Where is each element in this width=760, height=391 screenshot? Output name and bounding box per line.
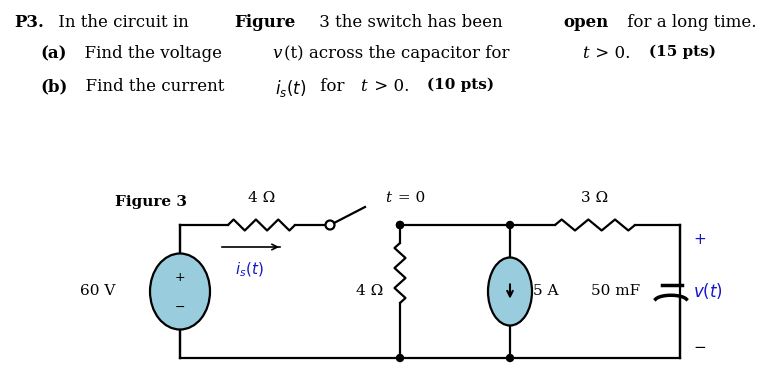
Text: t: t <box>360 78 366 95</box>
Text: (15 pts): (15 pts) <box>649 45 716 59</box>
Circle shape <box>397 221 404 228</box>
Text: (t) across the capacitor for: (t) across the capacitor for <box>284 45 515 62</box>
Text: open: open <box>564 14 609 31</box>
Text: 60 V: 60 V <box>80 284 115 298</box>
Ellipse shape <box>488 258 532 325</box>
Text: 4 Ω: 4 Ω <box>356 284 383 298</box>
Text: −: − <box>693 341 706 355</box>
Text: > 0.: > 0. <box>369 78 414 95</box>
Text: 3 Ω: 3 Ω <box>581 191 609 205</box>
Text: $i_s(t)$: $i_s(t)$ <box>275 78 306 99</box>
Text: (a): (a) <box>40 45 67 62</box>
Circle shape <box>325 221 334 230</box>
Circle shape <box>397 221 404 228</box>
Text: t: t <box>581 45 588 62</box>
Text: (b): (b) <box>40 78 68 95</box>
Text: 3 the switch has been: 3 the switch has been <box>314 14 508 31</box>
Text: > 0.: > 0. <box>591 45 636 62</box>
Text: $i_s(t)$: $i_s(t)$ <box>235 261 264 280</box>
Text: Find the current: Find the current <box>75 78 230 95</box>
Text: Figure: Figure <box>235 14 296 31</box>
Text: for: for <box>315 78 350 95</box>
Text: +: + <box>693 233 706 248</box>
Circle shape <box>506 355 514 362</box>
Ellipse shape <box>150 253 210 330</box>
Text: t: t <box>385 191 391 205</box>
Text: 5 A: 5 A <box>533 284 559 298</box>
Text: Figure 3: Figure 3 <box>115 195 187 209</box>
Text: for a long time. It is closed at: for a long time. It is closed at <box>622 14 760 31</box>
Text: P3.: P3. <box>14 14 44 31</box>
Text: (10 pts): (10 pts) <box>427 78 495 92</box>
Text: 4 Ω: 4 Ω <box>249 191 276 205</box>
Text: 50 mF: 50 mF <box>591 284 640 298</box>
Text: $v(t)$: $v(t)$ <box>693 281 723 301</box>
Text: −: − <box>175 301 185 314</box>
Text: Find the voltage: Find the voltage <box>74 45 227 62</box>
Text: = 0: = 0 <box>393 191 425 205</box>
Circle shape <box>506 221 514 228</box>
Text: +: + <box>175 271 185 284</box>
Circle shape <box>397 355 404 362</box>
Text: In the circuit in: In the circuit in <box>52 14 194 31</box>
Text: v: v <box>272 45 281 62</box>
